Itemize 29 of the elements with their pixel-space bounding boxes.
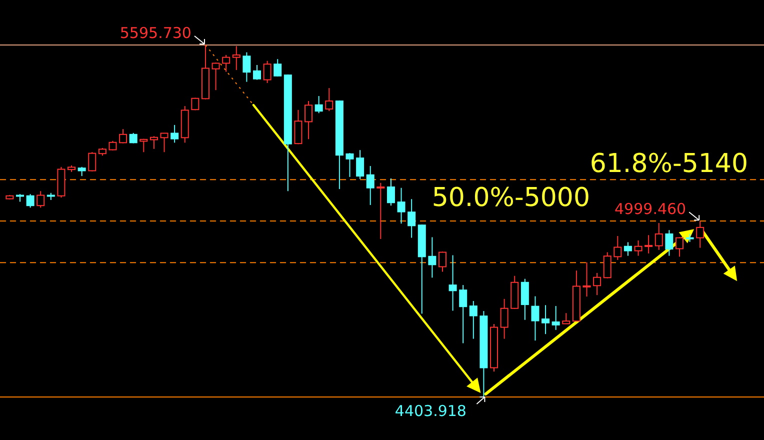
candlestick xyxy=(119,128,128,144)
candlestick xyxy=(624,242,632,256)
candlestick xyxy=(428,236,436,278)
annotation: 4999.460 xyxy=(614,200,686,218)
candlestick xyxy=(500,298,508,340)
candlestick xyxy=(366,166,374,206)
candlestick xyxy=(448,254,457,312)
annotation: 5595.730 xyxy=(120,24,192,42)
candlestick xyxy=(459,284,468,344)
annotation: 50.0%-5000 xyxy=(432,183,590,213)
annotation: 61.8%-5140 xyxy=(590,149,748,179)
annotation: 4403.918 xyxy=(394,402,466,420)
candlestick xyxy=(408,198,416,238)
candlestick xyxy=(438,252,446,272)
candlestick xyxy=(582,262,591,298)
candlestick xyxy=(397,187,406,224)
candlestick xyxy=(542,304,550,335)
candlestick xyxy=(531,296,540,342)
candlestick xyxy=(614,236,622,260)
candlestick xyxy=(480,310,488,398)
candlestick xyxy=(552,306,560,330)
candlestick xyxy=(634,240,642,256)
candlestick xyxy=(675,237,684,258)
candlestick xyxy=(201,44,210,100)
candlestick xyxy=(665,230,674,256)
candlestick xyxy=(232,46,240,71)
candlestick xyxy=(696,220,704,248)
candlestick xyxy=(490,324,498,372)
candlestick xyxy=(469,300,478,340)
